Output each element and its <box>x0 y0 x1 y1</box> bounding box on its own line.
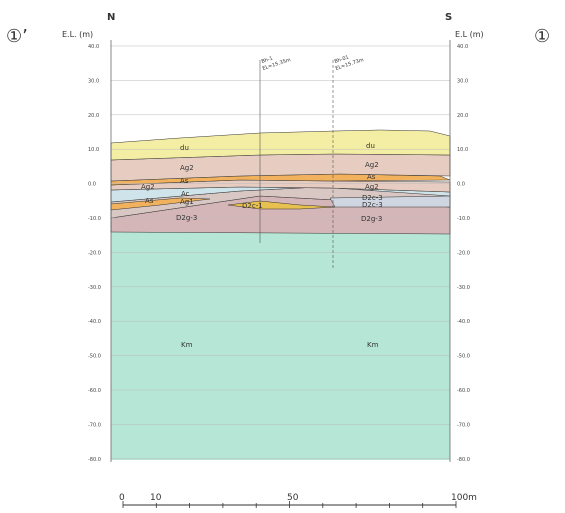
label-d2c3-right-b: D2c-3 <box>362 201 383 209</box>
label-du-right: du <box>366 142 375 150</box>
layer-d2c3-right <box>329 195 451 208</box>
label-d2c3-right-a: D2c-3 <box>362 194 383 202</box>
label-ag2-left-lower: Ag2 <box>141 183 155 191</box>
label-ag2-right: Ag2 <box>365 161 379 169</box>
elevation-tick-right: 30.0 <box>457 78 468 84</box>
elevation-tick-left: 0.0 <box>88 182 96 188</box>
elevation-tick-left: -60.0 <box>88 388 101 394</box>
elevation-tick-right: -40.0 <box>457 319 470 325</box>
label-ag1-left: Ag1 <box>180 198 194 206</box>
elevation-tick-right: -20.0 <box>457 250 470 256</box>
borehole-2-label: Bh-01 <box>334 55 350 65</box>
label-d2g3-left: D2g-3 <box>176 214 197 222</box>
direction-north: N <box>107 12 115 23</box>
scale-label-0: 0 <box>119 493 125 503</box>
section-marker-left: ①’ <box>6 26 28 47</box>
elevation-tick-left: 10.0 <box>88 147 99 153</box>
elevation-tick-right: 0.0 <box>457 182 465 188</box>
elevation-tick-left: -40.0 <box>88 319 101 325</box>
label-as-left-lower: As <box>145 197 154 205</box>
elevation-tick-right: 40.0 <box>457 44 468 50</box>
label-ag2-left: Ag2 <box>180 164 194 172</box>
label-as-left: As <box>180 177 189 185</box>
elevation-tick-left: 30.0 <box>88 78 99 84</box>
section-marker-right: ① <box>534 26 550 47</box>
elevation-tick-right: -10.0 <box>457 216 470 222</box>
borehole-1-label: Bh-1 <box>261 56 274 65</box>
label-as-right: As <box>367 173 376 181</box>
scale-bar: 0 10 50 100m <box>119 493 477 508</box>
layer-km <box>111 230 450 460</box>
elevation-tick-right: -50.0 <box>457 354 470 360</box>
elevation-tick-right: 10.0 <box>457 147 468 153</box>
label-km-left: Km <box>181 341 193 349</box>
axis-title-right: E.L (m) <box>455 30 484 39</box>
elevation-tick-right: -80.0 <box>457 457 470 463</box>
elevation-tick-right: -70.0 <box>457 422 470 428</box>
elevation-tick-left: -10.0 <box>88 216 101 222</box>
elevation-tick-left: -20.0 <box>88 250 101 256</box>
label-ac-left: Ac <box>181 190 190 198</box>
elevation-tick-left: -50.0 <box>88 354 101 360</box>
elevation-tick-right: -30.0 <box>457 285 470 291</box>
label-km-right: Km <box>367 341 379 349</box>
direction-south: S <box>445 12 452 23</box>
elevation-gridlines: 40.0 40.0 30.0 30.0 20.0 20.0 10.0 10.0 0.0 0.0 -1… <box>88 40 470 463</box>
axis-title-left: E.L. (m) <box>62 30 93 39</box>
elevation-tick-right: 20.0 <box>457 113 468 119</box>
label-d2c1: D2c-1 <box>242 202 263 210</box>
elevation-tick-left: 20.0 <box>88 113 99 119</box>
elevation-tick-left: -70.0 <box>88 422 101 428</box>
elevation-tick-right: -60.0 <box>457 388 470 394</box>
elevation-tick-left: -30.0 <box>88 285 101 291</box>
label-du-left: du <box>180 144 189 152</box>
scale-label-50: 50 <box>287 493 299 503</box>
label-d2g3-right: D2g-3 <box>361 215 382 223</box>
scale-label-10: 10 <box>150 493 162 503</box>
elevation-tick-left: -80.0 <box>88 457 101 463</box>
label-ag2-right-lower: Ag2 <box>365 183 379 191</box>
elevation-tick-left: 40.0 <box>88 44 99 50</box>
scale-label-100m: 100m <box>451 493 477 503</box>
layer-du <box>110 129 451 161</box>
